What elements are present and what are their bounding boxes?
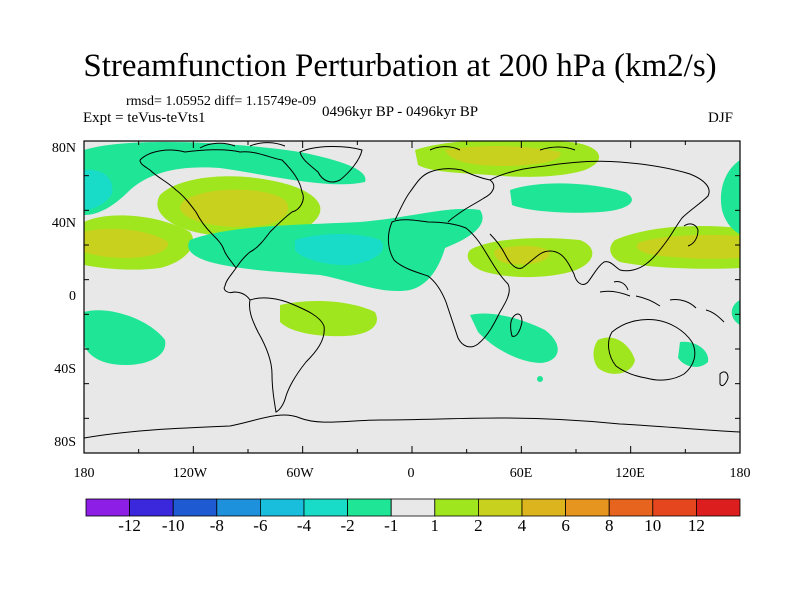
coast-greenland <box>299 145 363 183</box>
contour-negative-asia <box>510 183 632 213</box>
contour-negative-npac-core <box>84 169 113 210</box>
lon-label-60e: 60E <box>509 466 533 481</box>
contour-positive-aus <box>593 337 635 374</box>
colorbar-swatch <box>608 498 654 517</box>
contour-negative-nz <box>678 341 709 367</box>
lon-label-0: 0 <box>407 466 415 481</box>
colorbar-label: 10 <box>644 516 662 535</box>
coast-australia <box>608 319 696 381</box>
colorbar-label: -8 <box>209 516 224 535</box>
coast-madagascar <box>510 313 523 337</box>
coast-europe <box>394 168 495 223</box>
contour-negative-atl-core <box>295 234 384 266</box>
colorbar-swatch <box>652 498 697 517</box>
coast-arctic <box>199 142 576 151</box>
lat-label-40s: 40S <box>54 362 76 377</box>
coast-new-zealand <box>719 371 729 387</box>
contour-negative-spac <box>84 310 166 365</box>
lon-label-180e: 180 <box>729 466 751 481</box>
colorbar-swatch <box>521 498 566 517</box>
colorbar <box>85 498 741 517</box>
coast-antarctica <box>84 414 740 439</box>
lat-label-40n: 40N <box>51 216 76 231</box>
contour-positive-wpac-core <box>84 228 169 258</box>
contour-positive-nam-core <box>180 189 289 227</box>
colorbar-label: -4 <box>296 516 312 535</box>
colorbar-swatch <box>477 498 523 517</box>
coast-south-america <box>249 297 325 413</box>
colorbar-label: -6 <box>253 516 268 535</box>
lat-label-0: 0 <box>69 289 76 304</box>
stats-readout: rmsd= 1.05952 diff= 1.15749e-09 <box>126 94 317 109</box>
colorbar-swatch <box>85 498 130 517</box>
lat-label-80s: 80S <box>54 435 76 450</box>
lat-label-80n: 80N <box>51 141 76 156</box>
lon-label-120e: 120E <box>615 466 645 481</box>
contour-negative-small <box>537 376 543 382</box>
colorbar-label: -12 <box>118 516 141 535</box>
colorbar-label: 12 <box>687 516 705 535</box>
colorbar-swatch <box>347 498 392 517</box>
contour-positive-eurasia-core <box>445 146 561 166</box>
colorbar-label: -1 <box>384 516 399 535</box>
season-label: DJF <box>708 110 734 126</box>
chart-title: Streamfunction Perturbation at 200 hPa (… <box>83 48 717 84</box>
coast-japan <box>683 223 699 247</box>
coastlines <box>84 142 740 439</box>
colorbar-swatch <box>172 498 218 517</box>
colorbar-label: 8 <box>604 516 614 535</box>
colorbar-label: 1 <box>430 516 440 535</box>
contour-positive-epac-core <box>636 234 740 259</box>
colorbar-swatch <box>216 498 261 517</box>
coast-indonesia <box>599 281 725 323</box>
colorbar-swatch <box>565 498 610 517</box>
contour-negative-sia <box>470 313 558 363</box>
colorbar-swatch <box>434 498 479 517</box>
colorbar-label: -2 <box>340 516 355 535</box>
colorbar-label: 2 <box>474 516 483 535</box>
colorbar-label: 4 <box>517 516 527 535</box>
colorbar-swatch <box>303 498 348 517</box>
contour-negative-npac <box>84 141 366 215</box>
axis-ticks <box>83 140 741 454</box>
lon-label-120w: 120W <box>172 466 208 481</box>
period-label: 0496kyr BP - 0496kyr BP <box>322 104 479 120</box>
colorbar-swatch <box>696 498 741 517</box>
colorbar-swatch <box>259 498 305 517</box>
experiment-label: Expt = teVus-teVts1 <box>83 110 206 126</box>
coast-north-america <box>139 149 304 301</box>
coast-asia <box>489 160 710 285</box>
contour-negative-east-s <box>731 300 740 325</box>
colorbar-swatch <box>390 498 436 517</box>
coast-africa <box>387 219 510 348</box>
colorbar-label: 6 <box>561 516 570 535</box>
contour-negative-east <box>720 160 740 234</box>
lon-label-60w: 60W <box>286 466 314 481</box>
colorbar-label: -10 <box>161 516 185 535</box>
colorbar-swatch <box>129 498 174 517</box>
lon-label-180w: 180 <box>73 466 95 481</box>
